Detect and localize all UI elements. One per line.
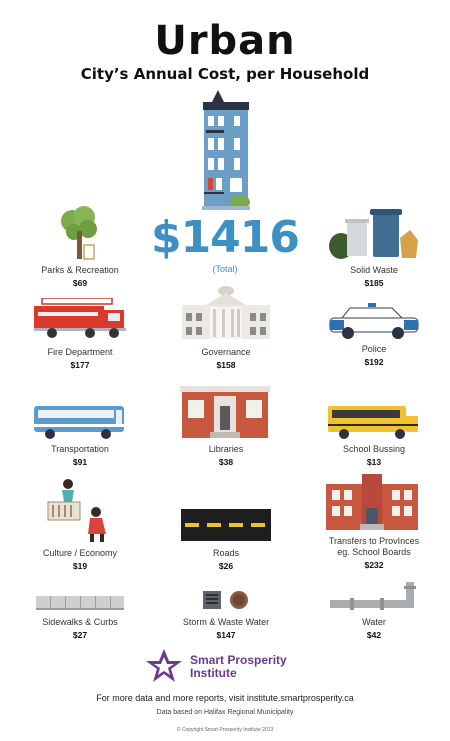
item-label: Police — [361, 344, 387, 354]
total-label: (Total) — [212, 264, 238, 274]
item-cost: $19 — [72, 561, 88, 571]
item-cost: $177 — [70, 360, 90, 370]
house-icon — [202, 90, 250, 210]
item-cost: $185 — [364, 278, 384, 288]
culture-icon — [47, 479, 106, 542]
item-label: Transportation — [51, 444, 109, 454]
item-governance: Governance $158 — [156, 347, 296, 370]
logo-line-2: Institute — [190, 666, 237, 680]
item-label: Libraries — [208, 444, 244, 454]
institute-logo: Smart Prosperity Institute — [190, 654, 287, 680]
item-label: Governance — [201, 347, 251, 357]
item-solid-waste: Solid Waste $185 — [304, 265, 444, 288]
school-building-icon — [326, 474, 418, 530]
total-amount: $1416 — [150, 212, 300, 263]
item-cost: $158 — [216, 360, 236, 370]
footer-data-source: Data based on Halifax Regional Municipal… — [156, 709, 294, 716]
item-sidewalks: Sidewalks & Curbs $27 — [10, 617, 150, 640]
item-roads: Roads $26 — [156, 548, 296, 571]
item-label: School Bussing — [342, 444, 406, 454]
item-label: Roads — [212, 548, 239, 558]
fire-truck-icon — [34, 298, 126, 338]
item-school-bussing: School Bussing $13 — [304, 444, 444, 467]
institute-logo-icon — [146, 649, 182, 682]
item-label: Sidewalks & Curbs — [42, 617, 118, 627]
item-label: Solid Waste — [350, 265, 398, 275]
item-cost: $42 — [366, 630, 382, 640]
item-cost: $38 — [218, 457, 234, 467]
item-label: Water — [362, 617, 386, 627]
item-cost: $26 — [218, 561, 234, 571]
storm-drain-icon — [203, 591, 248, 609]
item-transfers: Transfers to ProvInces eg. School Boards… — [304, 536, 444, 570]
tree-icon — [61, 206, 97, 260]
page-subtitle: City’s Annual Cost, per Household — [80, 65, 370, 83]
item-label-secondary: eg. School Boards — [337, 547, 411, 557]
item-label: Parks & Recreation — [41, 265, 119, 275]
item-label: Culture / Economy — [42, 548, 118, 558]
item-culture: Culture / Economy $19 — [10, 548, 150, 571]
item-cost: $232 — [364, 560, 384, 570]
item-storm-water: Storm & Waste Water $147 — [156, 617, 296, 640]
footer-visit-text: For more data and more reports, visit in… — [96, 693, 354, 703]
item-libraries: Libraries $38 — [156, 444, 296, 467]
item-cost: $13 — [366, 457, 382, 467]
logo-line-1: Smart Prosperity — [190, 653, 287, 667]
page-title: Urban — [154, 18, 296, 64]
road-icon — [181, 509, 271, 541]
city-hall-icon — [182, 286, 270, 339]
garbage-bins-icon — [329, 209, 418, 259]
police-car-icon — [329, 303, 419, 339]
item-label: Fire Department — [47, 347, 113, 357]
item-cost: $147 — [216, 630, 236, 640]
item-cost: $69 — [72, 278, 88, 288]
bus-icon — [34, 406, 124, 439]
item-cost: $27 — [72, 630, 88, 640]
item-transportation: Transportation $91 — [10, 444, 150, 467]
item-water: Water $42 — [304, 617, 444, 640]
footer-copyright: © Copyright Smart Prosperity Institute 2… — [176, 727, 274, 733]
item-cost: $192 — [364, 357, 384, 367]
item-parks: Parks & Recreation $69 — [10, 265, 150, 288]
library-icon — [180, 386, 270, 438]
item-fire: Fire Department $177 — [10, 347, 150, 370]
sidewalk-icon — [36, 596, 124, 610]
item-cost: $91 — [72, 457, 88, 467]
item-label: Storm & Waste Water — [182, 617, 270, 627]
item-police: Police $192 — [304, 344, 444, 367]
item-label: Transfers to ProvInces — [328, 536, 420, 546]
school-bus-icon — [328, 406, 418, 439]
water-pipe-icon — [330, 582, 416, 610]
